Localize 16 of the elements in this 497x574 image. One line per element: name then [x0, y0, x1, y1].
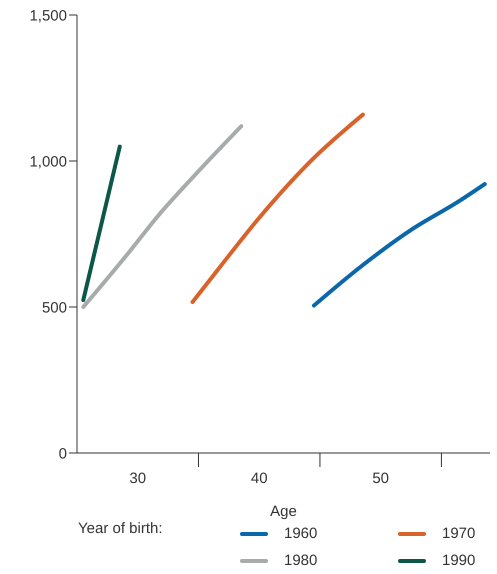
legend-label: 1960: [284, 525, 318, 542]
legend-label: 1980: [284, 552, 318, 569]
y-tick-label: 1,500: [29, 7, 67, 24]
y-tick-label: 0: [58, 445, 67, 462]
x-tick-label: 40: [250, 470, 268, 487]
legend-label: 1970: [442, 525, 476, 542]
line-series: [190, 112, 365, 304]
x-tick-label: 30: [129, 470, 146, 487]
line-series: [312, 182, 487, 308]
legend-label: 1990: [442, 552, 476, 569]
y-tick-label: 500: [42, 299, 67, 316]
line-series: [81, 124, 244, 309]
x-axis-title: Age: [270, 503, 297, 520]
x-tick-label: 50: [372, 470, 390, 487]
legend-title: Year of birth:: [78, 520, 164, 539]
y-tick-label: 1,000: [29, 153, 67, 170]
